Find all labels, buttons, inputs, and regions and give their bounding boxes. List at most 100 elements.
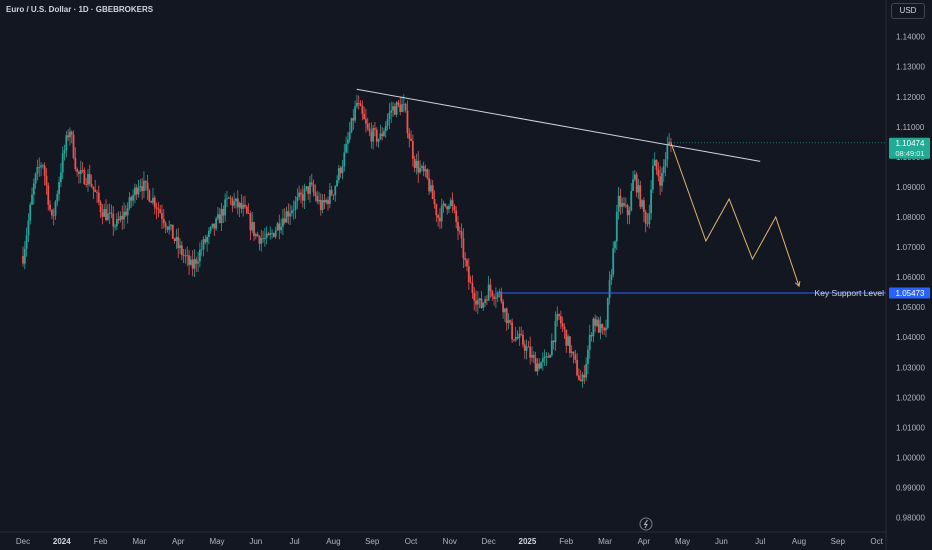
- price-tick-label: 1.03000: [896, 363, 925, 372]
- candle-body: [180, 245, 183, 255]
- currency-button[interactable]: USD: [891, 3, 925, 19]
- candle-body: [480, 298, 483, 308]
- candle-body: [161, 213, 163, 219]
- candle-body: [505, 308, 508, 324]
- candle-body: [159, 209, 162, 214]
- candle-body: [597, 319, 600, 333]
- candle-body: [545, 356, 548, 358]
- resistance-trendline[interactable]: [356, 88, 761, 162]
- candle-body: [538, 363, 541, 369]
- candle-body: [256, 234, 259, 237]
- candle-body: [224, 199, 227, 216]
- time-tick-label: May: [209, 537, 224, 546]
- candle-body: [188, 255, 190, 265]
- time-tick-label: Mar: [133, 537, 147, 546]
- candle-body: [623, 203, 625, 206]
- candle-body: [67, 135, 70, 138]
- candle-body: [321, 200, 324, 210]
- candle-body: [626, 205, 629, 216]
- candle-body: [565, 329, 568, 346]
- candle-body: [659, 176, 662, 186]
- candle-body: [213, 223, 216, 229]
- time-tick-label: Oct: [405, 537, 418, 546]
- candle-body: [115, 219, 118, 227]
- candle-body: [25, 235, 28, 249]
- candle-body: [460, 231, 463, 239]
- candle-body: [319, 199, 322, 210]
- candle-body: [330, 189, 333, 195]
- candle-body: [411, 141, 414, 159]
- candle-body: [540, 362, 542, 369]
- time-tick-label: Mar: [598, 537, 612, 546]
- candle-body: [61, 153, 64, 173]
- candle-body: [392, 106, 394, 111]
- candle-body: [222, 208, 225, 216]
- candle-body: [323, 200, 326, 203]
- candle-body: [23, 248, 26, 264]
- candle-body: [240, 202, 243, 209]
- candle-body: [567, 336, 569, 346]
- candle-body: [339, 167, 342, 174]
- candle-body: [476, 300, 479, 305]
- candle-body: [258, 236, 261, 244]
- candle-body: [365, 119, 367, 124]
- candle-body: [198, 249, 201, 262]
- candle-body: [354, 106, 357, 121]
- candle-body: [300, 192, 302, 195]
- projection-path[interactable]: [670, 142, 800, 287]
- candle-body: [652, 165, 654, 190]
- candle-body: [83, 170, 86, 185]
- time-axis[interactable]: Dec 2024 Feb Mar Apr May Jun Jul Aug Sep Oct Nov Dec…: [16, 537, 884, 546]
- candle-body: [661, 173, 663, 186]
- candle-body: [448, 205, 450, 210]
- candle-body: [561, 323, 564, 327]
- candle-body: [50, 209, 53, 216]
- candle-body: [307, 186, 310, 194]
- candle-body: [184, 255, 187, 257]
- candle-body: [511, 322, 514, 340]
- candle-body: [38, 166, 41, 168]
- candle-body: [570, 351, 573, 353]
- candle-body: [605, 327, 607, 331]
- candle-body: [657, 169, 660, 177]
- candle-body: [390, 110, 393, 113]
- candle-body: [112, 213, 115, 227]
- candle-body: [177, 237, 180, 249]
- time-tick-label: Oct: [870, 537, 883, 546]
- candle-body: [417, 160, 420, 173]
- candle-body: [568, 336, 571, 353]
- candle-body: [587, 349, 589, 364]
- candle-body: [491, 290, 494, 297]
- candle-body: [664, 159, 667, 167]
- candle-body: [249, 213, 252, 231]
- candle-body: [513, 339, 515, 341]
- candle-body: [292, 209, 295, 211]
- candle-body: [453, 206, 456, 211]
- candle-body: [271, 233, 273, 234]
- candle-body: [410, 138, 412, 142]
- candle-body: [359, 103, 362, 106]
- candle-body: [272, 233, 275, 237]
- candle-body: [121, 215, 124, 220]
- candle-body: [173, 238, 176, 241]
- candle-body: [245, 206, 248, 214]
- candle-body: [601, 324, 604, 329]
- time-tick-label: Jul: [755, 537, 765, 546]
- candle-body: [614, 241, 616, 249]
- candle-body: [666, 144, 669, 160]
- candle-body: [197, 261, 199, 264]
- candle-body: [466, 260, 468, 267]
- symbol-title[interactable]: Euro / U.S. Dollar · 1D · GBEBROKERS: [6, 5, 154, 14]
- candle-body: [348, 132, 351, 140]
- candle-body: [132, 195, 134, 201]
- candle-body: [150, 201, 153, 203]
- candle-body: [305, 186, 308, 189]
- price-axis[interactable]: 1.140001.130001.120001.110001.100001.090…: [896, 33, 925, 523]
- projection-arrowhead: [794, 281, 801, 288]
- candle-body: [153, 197, 156, 208]
- candle-body: [314, 192, 317, 196]
- candle-body: [291, 210, 293, 214]
- candle-body: [139, 186, 142, 188]
- lightning-icon[interactable]: [639, 517, 653, 531]
